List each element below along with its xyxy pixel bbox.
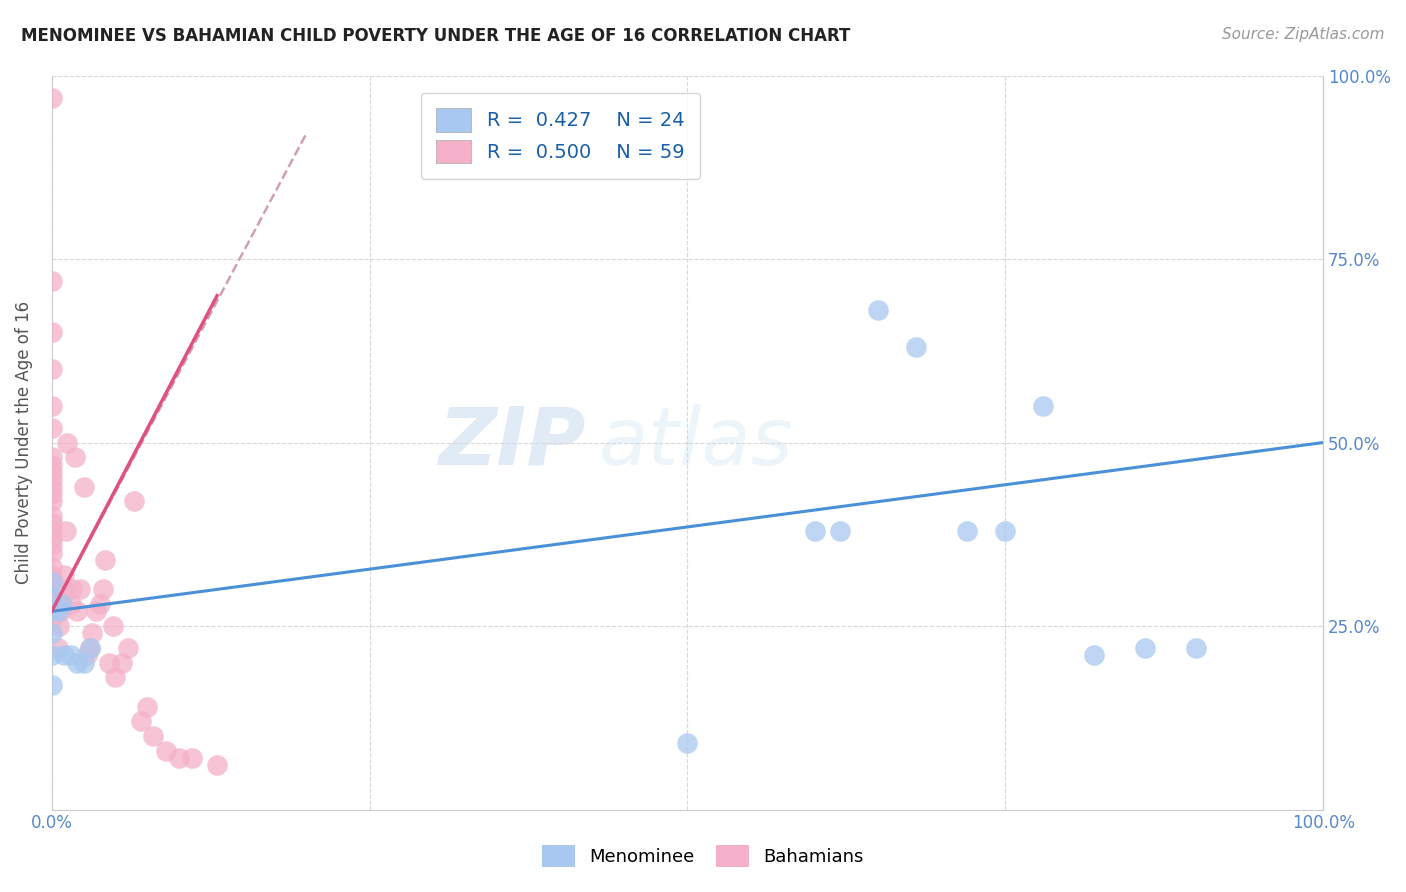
Point (59, 648, 82, 663)
Point (51, 597, 73, 611)
Point (905, 340, 928, 354)
Point (41, 274, 63, 288)
Point (82, 626, 104, 640)
Point (868, 303, 890, 318)
Point (41, 546, 63, 560)
Point (101, 619, 124, 633)
Point (41, 560, 63, 574)
Point (124, 494, 146, 508)
Point (41, 524, 63, 538)
Text: MENOMINEE VS BAHAMIAN CHILD POVERTY UNDER THE AGE OF 16 CORRELATION CHART: MENOMINEE VS BAHAMIAN CHILD POVERTY UNDE… (21, 27, 851, 45)
Point (48, 619, 70, 633)
Point (91, 582, 114, 597)
Point (1185, 641, 1208, 656)
Legend: Menominee, Bahamians: Menominee, Bahamians (536, 838, 870, 874)
Point (79, 641, 101, 656)
Point (41, 90, 63, 104)
Point (205, 758, 228, 772)
Point (41, 574, 63, 589)
Point (104, 670, 127, 684)
Point (41, 597, 63, 611)
Point (66, 656, 89, 670)
Point (41, 326, 63, 340)
Point (41, 538, 63, 552)
Point (994, 524, 1017, 538)
Point (63, 450, 86, 465)
Point (46, 604, 69, 618)
Point (41, 678, 63, 692)
Point (41, 567, 63, 582)
Point (41, 494, 63, 508)
Point (59, 597, 82, 611)
Point (41, 531, 63, 545)
Point (41, 399, 63, 413)
Point (41, 421, 63, 435)
Point (66, 604, 89, 618)
Point (56, 435, 79, 450)
Point (94, 553, 117, 567)
Point (41, 516, 63, 531)
Point (49, 604, 72, 618)
Point (53, 567, 76, 582)
Point (155, 744, 177, 758)
Point (41, 472, 63, 486)
Point (53, 648, 76, 663)
Point (117, 641, 139, 656)
Point (41, 479, 63, 493)
Point (41, 508, 63, 523)
Point (41, 604, 63, 618)
Point (41, 362, 63, 376)
Point (803, 524, 825, 538)
Point (72, 479, 94, 493)
Point (136, 699, 159, 714)
Point (1083, 648, 1105, 663)
Point (41, 450, 63, 465)
Point (142, 729, 165, 743)
Point (41, 458, 63, 472)
Point (72, 656, 94, 670)
Point (41, 648, 63, 663)
Point (676, 736, 699, 750)
Point (52, 582, 75, 597)
Point (60, 582, 83, 597)
Point (41, 487, 63, 501)
Point (167, 751, 190, 765)
Text: ZIP: ZIP (439, 403, 586, 482)
Point (41, 612, 63, 626)
Point (41, 574, 63, 589)
Text: atlas: atlas (599, 403, 793, 482)
Point (79, 641, 101, 656)
Point (1032, 399, 1054, 413)
Text: Source: ZipAtlas.com: Source: ZipAtlas.com (1222, 27, 1385, 42)
Point (180, 751, 202, 765)
Point (41, 465, 63, 479)
Point (84, 604, 107, 618)
Point (76, 648, 98, 663)
Point (111, 656, 134, 670)
Point (41, 590, 63, 604)
Point (89, 597, 111, 611)
Point (41, 626, 63, 640)
Point (828, 524, 851, 538)
Point (956, 524, 979, 538)
Point (97, 656, 120, 670)
Point (55, 524, 77, 538)
Point (41, 590, 63, 604)
Point (51, 597, 73, 611)
Legend: R =  0.427    N = 24, R =  0.500    N = 59: R = 0.427 N = 24, R = 0.500 N = 59 (420, 93, 700, 179)
Point (46, 641, 69, 656)
Y-axis label: Child Poverty Under the Age of 16: Child Poverty Under the Age of 16 (15, 301, 32, 584)
Point (129, 714, 152, 729)
Point (1133, 641, 1156, 656)
Point (69, 582, 91, 597)
